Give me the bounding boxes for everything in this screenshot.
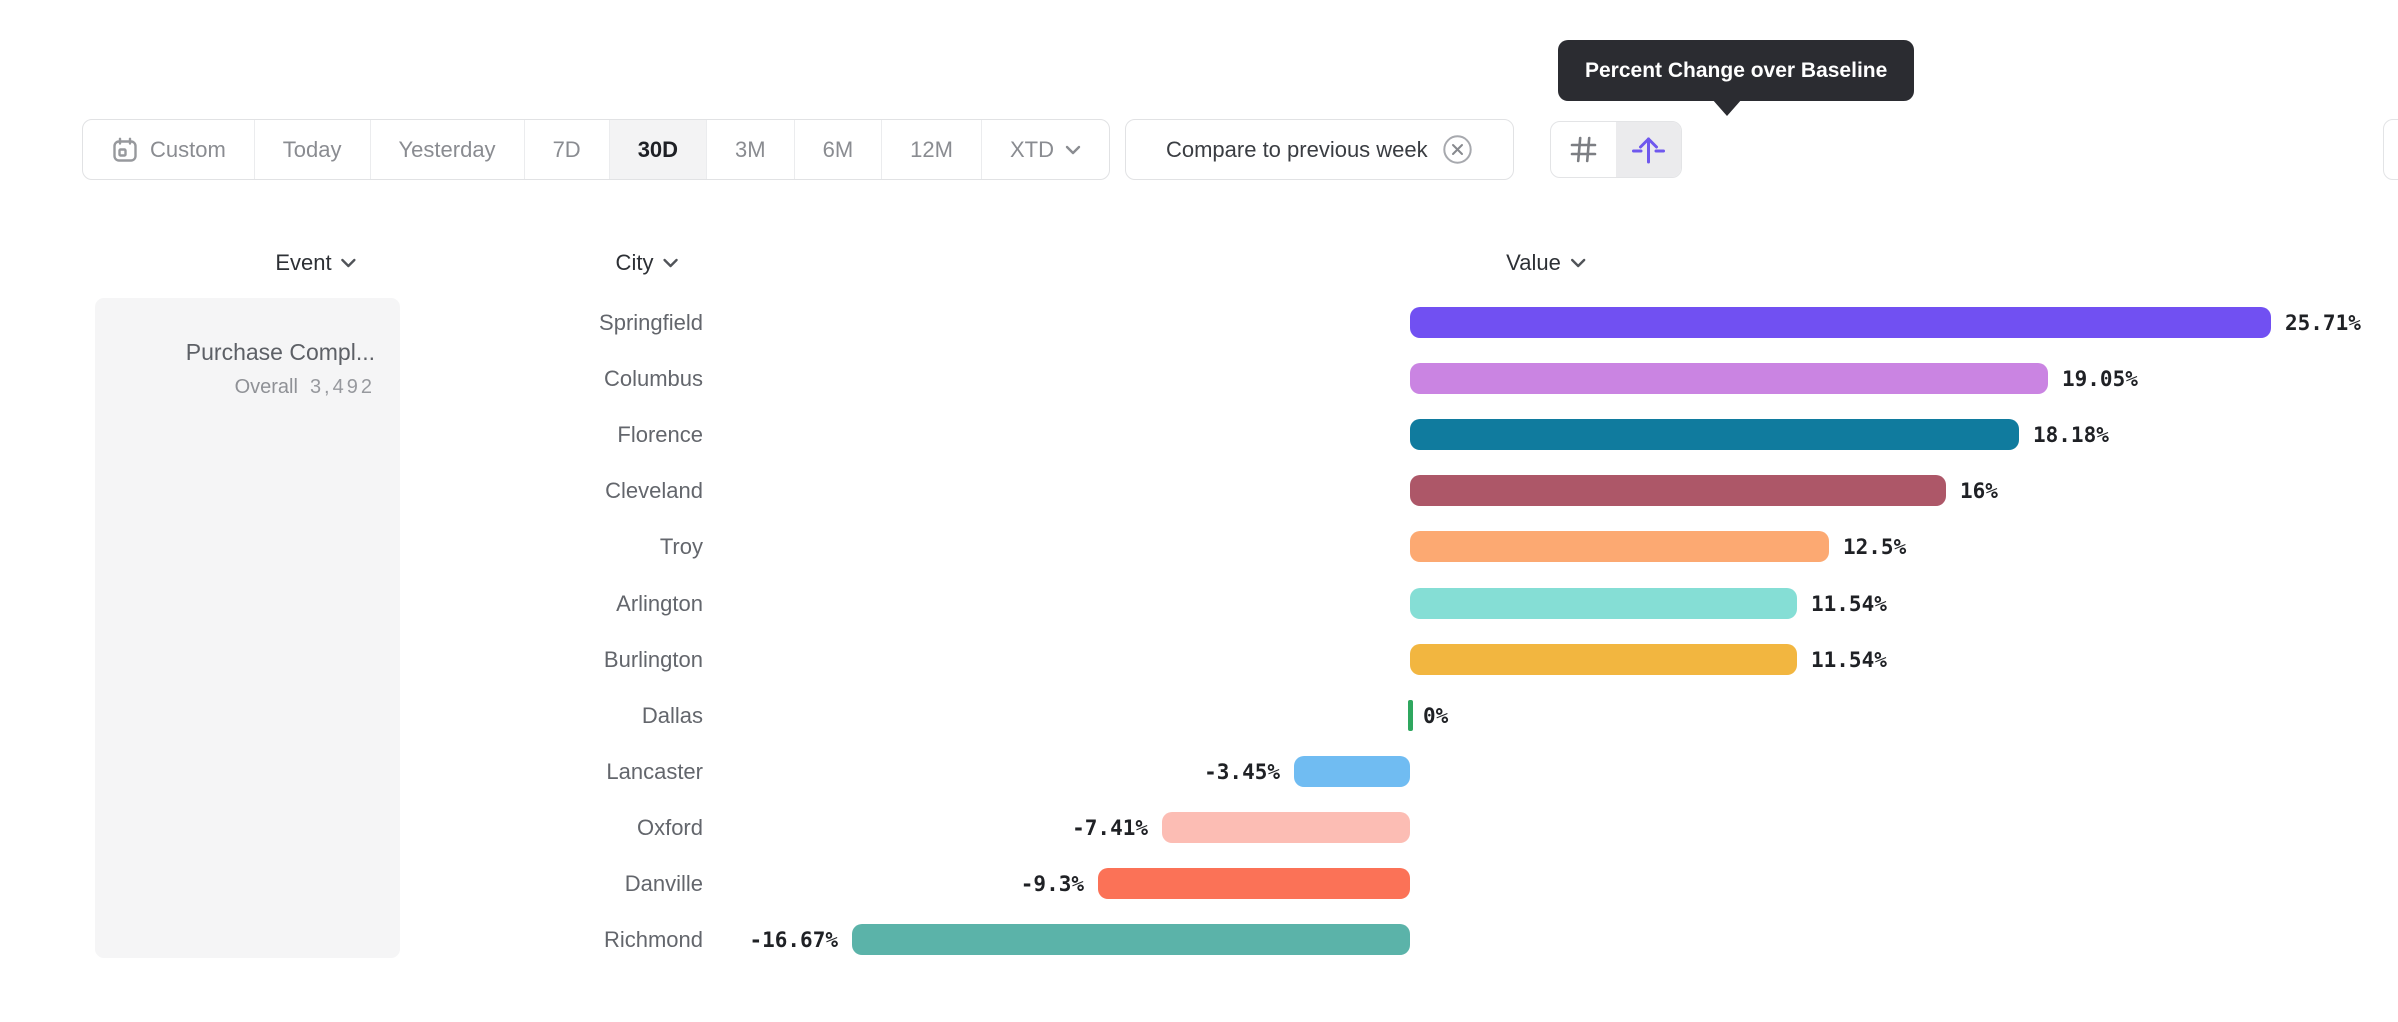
chart-row: Burlington 11.54% — [0, 643, 2398, 675]
event-overall: Overall 3,492 — [95, 375, 375, 399]
chart-row: Springfield 25.71% — [0, 307, 2398, 338]
column-header-label: Event — [275, 250, 332, 275]
date-range-picker: Custom Today Yesterday 7D 30D 3M 6M 12M XTD — [82, 119, 1110, 180]
date-range-30d[interactable]: 30D — [608, 120, 707, 179]
date-range-7d[interactable]: 7D — [523, 120, 609, 179]
chevron-down-icon — [1570, 258, 1586, 268]
bar-danville[interactable] — [1098, 868, 1410, 899]
percent-change-button[interactable] — [1615, 122, 1681, 177]
chevron-down-icon — [663, 258, 678, 268]
date-range-label: 3M — [735, 136, 766, 162]
chevron-down-icon — [1065, 145, 1081, 154]
value-label: -7.41% — [1072, 815, 1148, 840]
bar-troy[interactable] — [1410, 531, 1829, 563]
city-label: Dallas — [641, 702, 703, 728]
event-cell[interactable]: Purchase Compl... Overall 3,492 — [95, 298, 400, 958]
bar-oxford[interactable] — [1162, 811, 1410, 843]
value-label: 11.54% — [1811, 647, 1887, 672]
grid-hash-icon — [1570, 136, 1596, 163]
clipped-edge-button[interactable] — [2383, 119, 2398, 180]
bar-columbus[interactable] — [1410, 363, 2048, 395]
value-label: 16% — [1960, 479, 1998, 504]
city-label: Cleveland — [605, 478, 703, 504]
date-range-label: 6M — [822, 136, 854, 162]
city-label: Burlington — [603, 646, 703, 672]
tooltip: Percent Change over Baseline — [1558, 40, 1915, 101]
date-range-label: XTD — [1009, 136, 1054, 162]
chart-row: Richmond -16.67% — [0, 924, 2398, 956]
overall-label: Overall — [234, 376, 298, 398]
city-label: Troy — [659, 534, 703, 560]
date-range-label: 12M — [910, 136, 953, 162]
date-range-label: Custom — [150, 136, 226, 162]
value-label: 25.71% — [2285, 311, 2361, 335]
bar-lancaster[interactable] — [1294, 755, 1410, 787]
date-range-xtd[interactable]: XTD — [980, 120, 1109, 179]
tooltip-arrow-icon — [1712, 99, 1742, 116]
value-label: 12.5% — [1843, 535, 1907, 560]
close-circle-icon[interactable] — [1442, 134, 1473, 165]
chart-row: Florence 18.18% — [0, 419, 2398, 451]
value-label: 18.18% — [2033, 423, 2109, 448]
compare-label: Compare to previous week — [1165, 136, 1428, 162]
column-header-label: City — [615, 250, 654, 275]
city-label: Florence — [617, 422, 703, 448]
event-title: Purchase Compl... — [185, 339, 375, 365]
date-range-custom[interactable]: Custom — [83, 120, 254, 179]
bar-dallas[interactable] — [1408, 699, 1413, 731]
date-range-today[interactable]: Today — [253, 120, 370, 179]
city-label: Oxford — [636, 814, 703, 840]
city-label: Richmond — [603, 927, 703, 953]
compare-button[interactable]: Compare to previous week — [1124, 119, 1514, 180]
date-range-3m[interactable]: 3M — [706, 120, 794, 179]
value-label: 0% — [1423, 703, 1449, 728]
overall-value: 3,492 — [309, 376, 375, 398]
bar-cleveland[interactable] — [1410, 475, 1946, 507]
date-range-6m[interactable]: 6M — [793, 120, 882, 179]
percent-change-icon — [1631, 137, 1665, 164]
chart-row: Danville -9.3% — [0, 868, 2398, 899]
city-label: Lancaster — [606, 758, 703, 784]
date-range-12m[interactable]: 12M — [881, 120, 981, 179]
date-range-label: Today — [282, 136, 342, 162]
chart-row: Lancaster -3.45% — [0, 755, 2398, 787]
bar-springfield[interactable] — [1410, 307, 2271, 338]
chart-row: Columbus 19.05% — [0, 363, 2398, 395]
city-label: Columbus — [603, 366, 703, 392]
column-header-value[interactable]: Value — [1506, 249, 1586, 277]
toolbar: Custom Today Yesterday 7D 30D 3M 6M 12M XTD Comp… — [82, 119, 1682, 180]
grid-view-button[interactable] — [1551, 122, 1616, 177]
value-label: 19.05% — [2062, 367, 2138, 392]
value-label: -3.45% — [1204, 759, 1280, 784]
chart-display-toggle — [1549, 121, 1682, 178]
value-label: -9.3% — [1020, 872, 1084, 896]
city-label: Danville — [624, 871, 703, 896]
chart-row: Cleveland 16% — [0, 475, 2398, 507]
bar-richmond[interactable] — [852, 924, 1410, 956]
chart-row: Dallas 0% — [0, 699, 2398, 731]
date-range-label: 30D — [637, 136, 679, 162]
chart-row: Arlington 11.54% — [0, 587, 2398, 619]
city-label: Arlington — [616, 590, 703, 616]
bar-florence[interactable] — [1410, 419, 2019, 451]
value-label: 11.54% — [1811, 591, 1887, 616]
chart-row: Troy 12.5% — [0, 531, 2398, 563]
column-header-event[interactable]: Event — [275, 249, 356, 277]
date-range-label: Yesterday — [398, 136, 496, 162]
column-header-city[interactable]: City — [616, 249, 679, 277]
city-label: Springfield — [599, 310, 703, 335]
value-label: -16.67% — [749, 928, 838, 953]
date-range-label: 7D — [552, 136, 581, 162]
chart-row: Oxford -7.41% — [0, 811, 2398, 843]
chevron-down-icon — [341, 258, 356, 268]
column-header-label: Value — [1506, 250, 1561, 275]
bar-arlington[interactable] — [1410, 587, 1797, 619]
bar-burlington[interactable] — [1410, 643, 1797, 675]
date-range-yesterday[interactable]: Yesterday — [369, 120, 524, 179]
calendar-icon — [113, 137, 137, 162]
